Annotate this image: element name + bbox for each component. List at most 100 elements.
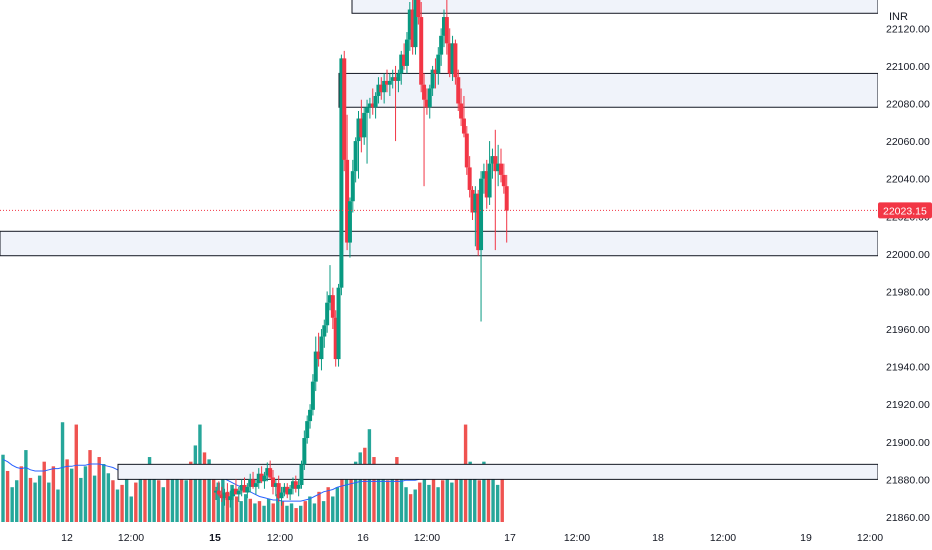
volume-bar	[175, 477, 179, 522]
candle	[379, 77, 384, 100]
volume-bar	[60, 422, 65, 522]
candle	[253, 479, 258, 495]
candle	[402, 43, 407, 70]
volume-bar	[299, 505, 303, 522]
candle	[373, 92, 378, 119]
volume-bar	[271, 503, 275, 522]
volume-bar	[184, 480, 188, 522]
candle	[251, 471, 256, 489]
price-tick-label: 21960.00	[886, 324, 930, 336]
volume-bar	[221, 477, 225, 522]
price-axis[interactable]: 22120.00 22100.00 22080.00 22060.00 22040.00…	[878, 0, 932, 524]
candle	[422, 73, 427, 187]
volume-bar	[138, 466, 143, 522]
candle	[367, 97, 372, 119]
candle	[262, 471, 267, 489]
candle	[288, 485, 293, 501]
volume-bar	[340, 470, 344, 522]
time-tick-label: 12	[61, 532, 73, 544]
candle	[419, 2, 424, 93]
last-price-tag: 22023.15	[878, 202, 932, 219]
candle	[242, 477, 247, 493]
candle	[362, 107, 367, 145]
candle	[450, 35, 455, 81]
price-tick-label: 22080.00	[886, 98, 930, 110]
volume-bar	[253, 503, 257, 522]
volume-bar	[143, 477, 147, 522]
candle	[444, 0, 449, 55]
volume-bar	[468, 461, 472, 522]
candle	[424, 88, 429, 115]
candle	[407, 2, 412, 51]
volume-bar	[358, 452, 362, 522]
candle	[496, 144, 501, 187]
candle	[473, 186, 478, 247]
volume-bar	[74, 424, 78, 522]
volume-bar	[37, 475, 42, 522]
candle	[430, 65, 435, 96]
volume-bar	[395, 457, 399, 522]
volume-bar	[482, 461, 486, 522]
volume-bar	[15, 480, 19, 522]
volume-bar	[372, 457, 376, 522]
price-tick-label: 21900.00	[886, 437, 930, 449]
volume-bar	[495, 484, 500, 522]
volume-bar	[303, 501, 307, 522]
volume-bar	[5, 470, 10, 522]
candle	[299, 460, 304, 489]
volume-bar	[179, 468, 184, 522]
volume-bar	[202, 452, 207, 522]
candle	[233, 479, 238, 495]
time-tick-label: 15	[209, 532, 221, 544]
candle	[436, 47, 441, 85]
candle	[256, 468, 261, 489]
price-tick-label: 22060.00	[886, 136, 930, 148]
volume-bar	[349, 466, 353, 522]
candle	[504, 174, 509, 243]
candle	[222, 488, 227, 506]
candle	[353, 137, 358, 183]
time-tick-label: 12:00	[267, 532, 293, 544]
volume-bar	[285, 505, 289, 522]
volume-bar	[321, 501, 326, 522]
price-tick-label: 21860.00	[886, 512, 930, 524]
candle	[293, 475, 298, 493]
candle	[461, 95, 466, 138]
candle	[328, 265, 332, 311]
zone-box	[0, 230, 879, 257]
volume-bar	[42, 461, 46, 522]
candle	[279, 486, 284, 506]
candle	[305, 415, 310, 444]
candle	[339, 54, 344, 296]
volume-bar	[92, 475, 97, 522]
time-tick-label: 19	[800, 532, 812, 544]
candle	[336, 283, 341, 367]
candle	[479, 171, 484, 322]
volume-bar	[56, 489, 60, 522]
candle	[216, 481, 221, 497]
volume-bar	[120, 484, 124, 522]
candle	[456, 69, 461, 112]
candle	[342, 50, 347, 172]
volume-bar	[33, 482, 37, 522]
volume-bar	[381, 466, 385, 522]
candle	[231, 485, 236, 501]
time-axis[interactable]: 12 12:00 15 12:00 16 12:00 17 12:00 18 12:00 19 12:…	[0, 522, 932, 550]
volume-bar	[211, 468, 216, 522]
volume-bar	[294, 508, 298, 522]
volume-bar	[399, 477, 404, 522]
candle	[330, 287, 335, 330]
price-tick-label: 21920.00	[886, 399, 930, 411]
volume-bar	[353, 461, 358, 522]
candle	[228, 490, 233, 508]
volume-bar	[83, 466, 88, 522]
volume-bar	[129, 496, 133, 522]
volume-bar	[422, 475, 427, 522]
candle	[501, 163, 506, 194]
candle	[453, 39, 458, 85]
volume-bar	[431, 477, 436, 522]
candle	[325, 291, 330, 333]
candle	[413, 0, 418, 55]
candle	[302, 430, 307, 470]
